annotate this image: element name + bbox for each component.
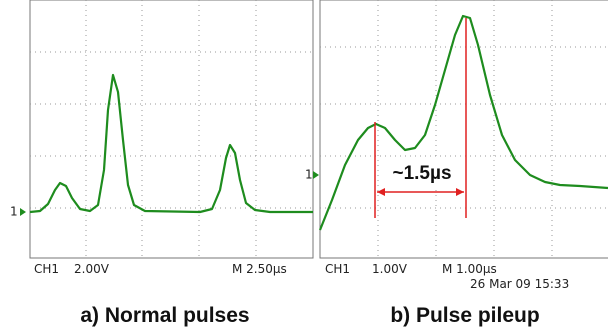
frame: [320, 0, 608, 258]
channel-label: CH1: [34, 262, 59, 276]
channel-label: CH1: [325, 262, 350, 276]
date-label: 26 Mar 09 15:33: [470, 277, 569, 291]
figure: 1 CH1 2.00V M 2.50µs a) Normal pulses 1 …: [0, 0, 608, 336]
caption: a) Normal pulses: [80, 304, 249, 327]
frame: [30, 0, 313, 258]
scope-panel-b: 1 ~1.5µs CH1 1.00V M 1.00µs 26 Mar 09 15…: [305, 0, 608, 327]
marker-arrow: [313, 171, 319, 179]
scope-panel-a: 1 CH1 2.00V M 2.50µs a) Normal pulses: [10, 0, 313, 327]
timebase-label: M 1.00µs: [442, 262, 497, 276]
caption: b) Pulse pileup: [390, 304, 539, 327]
channel-marker: 1: [10, 205, 18, 219]
marker-arrow: [20, 208, 26, 216]
timebase-label: M 2.50µs: [232, 262, 287, 276]
volts-label: 2.00V: [74, 262, 110, 276]
channel-marker: 1: [305, 168, 313, 182]
volts-label: 1.00V: [372, 262, 408, 276]
annotation: ~1.5µs: [392, 163, 451, 184]
